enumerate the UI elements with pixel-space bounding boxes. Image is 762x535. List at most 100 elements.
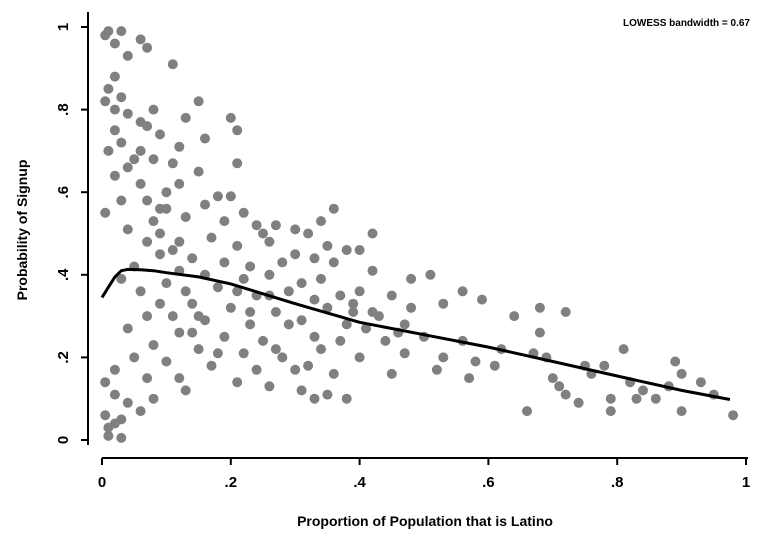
data-point bbox=[161, 187, 172, 198]
data-point bbox=[219, 257, 230, 268]
data-point bbox=[560, 307, 571, 317]
data-point bbox=[167, 245, 178, 255]
data-point bbox=[232, 125, 243, 136]
data-point bbox=[457, 286, 468, 297]
data-point bbox=[122, 224, 133, 235]
data-point bbox=[109, 125, 120, 136]
data-point bbox=[232, 240, 243, 251]
data-point bbox=[354, 245, 365, 255]
data-point bbox=[245, 319, 256, 330]
data-point bbox=[328, 257, 339, 268]
data-point bbox=[232, 377, 243, 388]
data-point bbox=[605, 393, 616, 404]
data-point bbox=[212, 191, 223, 202]
data-point bbox=[296, 315, 307, 326]
data-point bbox=[438, 298, 449, 309]
data-point bbox=[348, 307, 359, 317]
data-point bbox=[193, 166, 204, 177]
data-point bbox=[322, 302, 333, 313]
data-point bbox=[232, 286, 243, 297]
data-point bbox=[309, 294, 320, 305]
data-point bbox=[489, 360, 500, 371]
data-point bbox=[135, 286, 146, 297]
y-tick-label: .2 bbox=[55, 351, 72, 364]
data-point bbox=[161, 278, 172, 289]
x-tick-label: 0 bbox=[98, 474, 106, 491]
data-point bbox=[116, 273, 127, 284]
data-point bbox=[193, 344, 204, 355]
data-point bbox=[258, 335, 268, 346]
data-point bbox=[631, 393, 642, 404]
data-point bbox=[212, 348, 223, 359]
lowess-line-layer bbox=[100, 267, 731, 401]
data-point bbox=[270, 307, 281, 317]
data-point bbox=[322, 389, 333, 400]
data-point bbox=[193, 96, 204, 107]
data-point bbox=[100, 96, 111, 107]
data-point bbox=[155, 129, 165, 140]
data-point bbox=[103, 83, 114, 94]
data-point bbox=[354, 352, 365, 363]
data-point bbox=[206, 232, 217, 243]
data-point bbox=[187, 327, 198, 338]
data-point bbox=[728, 410, 739, 421]
data-point bbox=[534, 302, 545, 313]
data-point bbox=[219, 331, 230, 342]
data-point bbox=[477, 294, 487, 305]
data-point bbox=[161, 203, 172, 214]
data-point bbox=[200, 199, 210, 210]
data-point bbox=[103, 422, 114, 433]
data-point bbox=[103, 26, 114, 37]
data-point bbox=[638, 385, 648, 396]
data-point bbox=[534, 327, 545, 338]
data-point bbox=[148, 154, 159, 165]
data-point bbox=[547, 373, 558, 384]
data-point bbox=[406, 302, 417, 313]
data-point bbox=[335, 335, 346, 346]
data-point bbox=[509, 311, 520, 322]
lowess-bandwidth-note: LOWESS bandwidth = 0.67 bbox=[623, 18, 750, 29]
data-point bbox=[225, 112, 236, 123]
data-point bbox=[341, 319, 352, 330]
data-point bbox=[142, 195, 153, 206]
data-point bbox=[251, 364, 262, 375]
data-point bbox=[251, 220, 262, 231]
data-point bbox=[335, 290, 346, 301]
data-point bbox=[103, 145, 114, 156]
data-point bbox=[180, 112, 191, 123]
data-point bbox=[109, 38, 120, 49]
data-point bbox=[676, 406, 687, 417]
data-point bbox=[155, 228, 165, 239]
data-point bbox=[425, 269, 436, 280]
data-point bbox=[438, 352, 449, 363]
data-point bbox=[270, 344, 281, 355]
data-point bbox=[135, 145, 146, 156]
data-point bbox=[283, 319, 294, 330]
data-point bbox=[573, 397, 584, 408]
data-point bbox=[116, 137, 127, 148]
y-tick-label: 0 bbox=[55, 436, 72, 444]
x-axis-label: Proportion of Population that is Latino bbox=[297, 513, 553, 529]
data-point bbox=[367, 265, 378, 276]
data-point bbox=[296, 278, 307, 289]
data-point bbox=[303, 228, 314, 239]
x-tick-label: .6 bbox=[482, 474, 495, 491]
data-point bbox=[386, 290, 397, 301]
data-point bbox=[470, 356, 481, 367]
data-point bbox=[116, 432, 127, 443]
data-point bbox=[225, 302, 236, 313]
data-point bbox=[129, 154, 140, 165]
data-point bbox=[206, 360, 217, 371]
data-point bbox=[135, 406, 146, 417]
data-point bbox=[618, 344, 629, 355]
data-point bbox=[135, 117, 146, 127]
data-point bbox=[116, 92, 127, 103]
data-point bbox=[148, 104, 159, 115]
data-point bbox=[296, 385, 307, 396]
data-point bbox=[277, 257, 288, 268]
data-point bbox=[599, 360, 610, 371]
x-tick-label: .8 bbox=[611, 474, 624, 491]
data-point bbox=[180, 212, 191, 222]
data-point bbox=[135, 178, 146, 189]
